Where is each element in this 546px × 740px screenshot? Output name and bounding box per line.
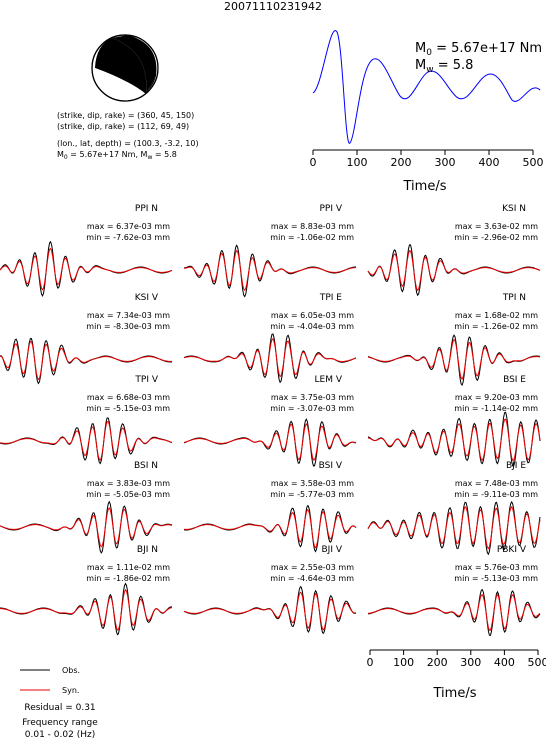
station-label: LEM V [315, 375, 343, 385]
min-label: min = -3.07e-03 mm [270, 404, 354, 413]
mech-line: (lon., lat, depth) = (100.3, -3.2, 10) [57, 139, 199, 148]
x-tick-label: 0 [310, 156, 317, 169]
stf-xlabel: Time/s [403, 179, 447, 194]
min-label: min = -5.77e-03 mm [270, 490, 354, 499]
stf-mw: Mw = 5.8 [415, 58, 473, 75]
station-label: BSI E [503, 375, 526, 385]
title: 20071110231942 [224, 0, 322, 13]
freq-title: Frequency range [22, 718, 98, 728]
obs-trace [0, 240, 173, 298]
min-label: min = -2.96e-02 mm [454, 233, 538, 242]
obs-trace [0, 417, 173, 465]
x-tick-label: 100 [393, 656, 414, 669]
x-tick-label: 300 [435, 156, 456, 169]
syn-trace [367, 338, 541, 381]
syn-trace [183, 591, 357, 631]
x-tick-label: 400 [494, 656, 515, 669]
max-label: max = 3.75e-03 mm [271, 393, 354, 402]
beachball [91, 34, 159, 102]
max-label: max = 1.11e-02 mm [87, 563, 170, 572]
max-label: max = 6.68e-03 mm [87, 393, 170, 402]
legend-obs: Obs. [62, 666, 80, 675]
max-label: max = 9.20e-03 mm [455, 393, 538, 402]
station-label: KSI V [135, 293, 159, 303]
x-tick-label: 500 [528, 656, 546, 669]
x-tick-label: 100 [347, 156, 368, 169]
freq: 0.01 - 0.02 (Hz) [25, 730, 95, 740]
syn-trace [0, 506, 173, 548]
syn-trace [367, 418, 541, 461]
station-label: PPI N [135, 204, 158, 214]
min-label: min = -4.64e-03 mm [270, 574, 354, 583]
max-label: max = 1.68e-02 mm [455, 311, 538, 320]
syn-trace [183, 249, 356, 292]
min-label: min = -9.11e-03 mm [454, 490, 538, 499]
min-label: min = -1.86e-02 mm [86, 574, 170, 583]
x-tick-label: 300 [460, 656, 481, 669]
x-tick-label: 200 [391, 156, 412, 169]
max-label: max = 7.34e-03 mm [87, 311, 170, 320]
station-label: TPI N [502, 293, 526, 303]
max-label: max = 2.55e-03 mm [271, 563, 354, 572]
max-label: max = 3.83e-03 mm [87, 479, 170, 488]
obs-trace [183, 585, 357, 635]
min-label: min = -5.05e-03 mm [86, 490, 170, 499]
min-label: min = -1.26e-02 mm [454, 322, 538, 331]
x-tick-label: 500 [523, 156, 544, 169]
obs-trace [367, 244, 541, 297]
x-tick-label: 200 [427, 656, 448, 669]
x-tick-label: 0 [367, 656, 374, 669]
station-label: TPI E [319, 293, 342, 303]
obs-trace [183, 418, 357, 467]
syn-trace [0, 421, 173, 461]
mech-line: (strike, dip, rake) = (360, 45, 150) [57, 111, 194, 120]
syn-trace [183, 423, 357, 461]
obs-trace [0, 582, 172, 636]
station-label: PBKI V [497, 545, 527, 555]
min-label: min = -8.30e-03 mm [86, 322, 170, 331]
syn-trace [0, 341, 173, 381]
min-label: min = -7.62e-03 mm [86, 233, 170, 242]
min-label: min = -1.06e-02 mm [270, 233, 354, 242]
residual: Residual = 0.31 [24, 703, 95, 713]
min-label: min = -4.04e-03 mm [270, 322, 354, 331]
max-label: max = 6.37e-03 mm [87, 222, 170, 231]
stf-m0: M0 = 5.67e+17 Nm [415, 41, 542, 58]
syn-trace [0, 589, 172, 631]
stf-curve [312, 30, 541, 144]
station-label: PPI V [319, 204, 342, 214]
min-label: min = -1.14e-02 mm [454, 404, 538, 413]
syn-trace [183, 508, 357, 549]
max-label: max = 7.48e-03 mm [455, 479, 538, 488]
max-label: max = 6.05e-03 mm [271, 311, 354, 320]
min-label: min = -5.15e-03 mm [86, 404, 170, 413]
station-label: BSI N [134, 461, 158, 471]
station-label: KSI N [502, 204, 526, 214]
station-label: BJI V [321, 545, 342, 555]
syn-trace [183, 338, 357, 378]
x-tick-label: 400 [479, 156, 500, 169]
station-label: BJI E [506, 461, 526, 471]
legend-syn: Syn. [62, 686, 79, 695]
syn-trace [367, 506, 541, 550]
syn-trace [367, 593, 541, 631]
station-label: BJI N [137, 545, 158, 555]
min-label: min = -5.13e-03 mm [454, 574, 538, 583]
mech-line: (strike, dip, rake) = (112, 69, 49) [57, 122, 189, 131]
wave-xlabel: Time/s [433, 686, 477, 701]
station-label: TPI V [134, 375, 158, 385]
max-label: max = 3.58e-03 mm [271, 479, 354, 488]
max-label: max = 3.63e-02 mm [455, 222, 538, 231]
syn-trace [367, 249, 541, 292]
station-label: BSI V [319, 461, 343, 471]
max-label: max = 8.83e-03 mm [271, 222, 354, 231]
moment-text: M0 = 5.67e+17 Nm, Mw = 5.8 [57, 150, 177, 161]
max-label: max = 5.76e-03 mm [455, 563, 538, 572]
syn-trace [0, 247, 173, 291]
